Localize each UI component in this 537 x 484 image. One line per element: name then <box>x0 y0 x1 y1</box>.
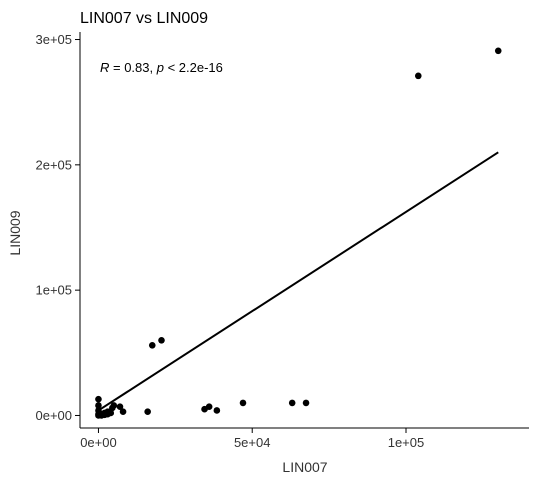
data-point <box>148 341 156 349</box>
correlation-annotation: R = 0.83, p < 2.2e-16 <box>100 60 223 75</box>
y-tick-label: 1e+05 <box>35 283 72 298</box>
y-axis-label: LIN009 <box>7 210 23 255</box>
data-point <box>414 72 422 80</box>
data-point <box>213 407 221 414</box>
regression-line <box>97 151 499 412</box>
chart-title: LIN007 vs LIN009 <box>80 10 208 27</box>
data-point <box>95 402 102 409</box>
data-point <box>119 408 127 416</box>
data-point <box>116 403 124 410</box>
y-tick-label: 2e+05 <box>35 157 72 172</box>
point-group <box>95 47 502 419</box>
r-value-text: = 0.83, <box>109 60 156 75</box>
data-point <box>107 409 115 417</box>
y-tick-label: 3e+05 <box>35 32 72 47</box>
data-point <box>95 395 102 403</box>
data-point <box>158 336 165 344</box>
x-tick-label: 1e+05 <box>388 435 425 450</box>
data-point <box>205 403 213 410</box>
x-axis-label: LIN007 <box>282 459 327 475</box>
x-tick-label: 0e+00 <box>80 435 117 450</box>
data-point <box>288 399 296 407</box>
p-symbol: p <box>156 60 164 75</box>
r-symbol: R <box>100 60 109 75</box>
data-point <box>110 402 118 409</box>
data-point <box>494 47 502 55</box>
data-point <box>144 408 151 416</box>
y-tick-label: 0e+00 <box>35 408 72 423</box>
x-tick-label: 5e+04 <box>234 435 271 450</box>
p-value-text: < 2.2e-16 <box>164 60 223 75</box>
data-point <box>239 399 247 407</box>
data-point <box>302 399 310 407</box>
tick-group: 0e+00 5e+04 1e+05 0e+00 1e+05 2e+05 3e+05 <box>35 32 424 450</box>
